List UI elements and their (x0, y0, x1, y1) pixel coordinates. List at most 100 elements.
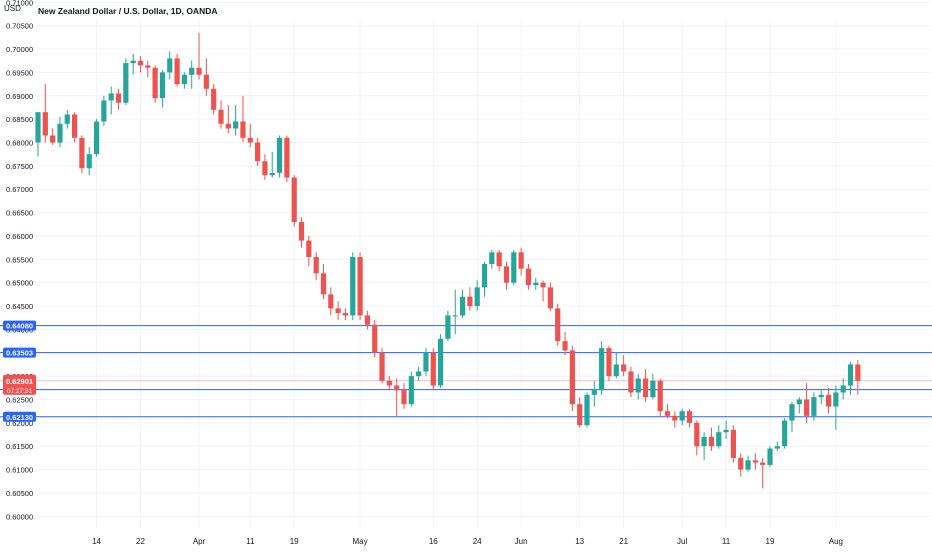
candle (789, 401, 795, 433)
candle-body (672, 415, 678, 421)
candle-body (247, 137, 253, 143)
level-badge-bg (3, 320, 36, 331)
candle (152, 65, 158, 103)
candle-body (525, 268, 532, 286)
x-tick-label: 24 (473, 537, 482, 546)
candle-body (804, 399, 810, 416)
level-badge: 0.64080 (3, 320, 36, 331)
y-tick-label: 0.60000 (6, 512, 33, 521)
candle-body (123, 63, 129, 103)
candle-body (503, 266, 510, 283)
candle-body (225, 123, 231, 129)
candle (723, 420, 729, 440)
candle-body (752, 460, 758, 463)
candle-body (298, 221, 305, 241)
x-tick-label: 14 (92, 537, 101, 546)
level-badge: 0.62130 (3, 411, 36, 422)
candle (115, 88, 122, 110)
candle-body (174, 58, 180, 85)
candle-body (203, 74, 209, 89)
chart-title: New Zealand Dollar / U.S. Dollar, 1D, OA… (38, 6, 218, 16)
candle (203, 58, 209, 96)
candle-body (760, 462, 766, 465)
candle-body (569, 350, 575, 405)
candle-body (269, 172, 275, 176)
candle-body (730, 429, 736, 458)
candle (562, 331, 568, 356)
candle-body (657, 380, 663, 412)
y-tick-label: 0.69500 (6, 68, 33, 77)
candle-body (42, 112, 48, 136)
candle-body (599, 348, 605, 391)
y-tick-label: 0.62000 (6, 419, 33, 428)
candle (35, 112, 41, 157)
candle-body (767, 448, 773, 465)
candle-body (357, 256, 363, 316)
candle-body (825, 394, 832, 407)
candle (423, 348, 429, 377)
candle-body (811, 397, 817, 416)
y-tick-label: 0.60500 (6, 489, 33, 498)
candle-body (181, 74, 187, 85)
candle (628, 366, 634, 398)
y-tick-label: 0.68500 (6, 115, 33, 124)
candle-body (233, 121, 239, 129)
candle (372, 320, 378, 358)
candle (650, 373, 656, 400)
x-tick-label: Aug (829, 537, 843, 546)
candle (218, 100, 224, 129)
candle-body (577, 404, 583, 426)
candle-body (86, 154, 92, 169)
candle-body (394, 385, 400, 391)
candle-body (167, 58, 173, 73)
candle (342, 308, 349, 321)
candle-body (364, 315, 370, 325)
candles (35, 32, 861, 489)
candle (306, 235, 312, 267)
candle-body (379, 352, 385, 381)
candle (584, 392, 590, 428)
candle (782, 418, 788, 449)
candle-body (101, 100, 107, 122)
candle (93, 119, 100, 157)
candle-body (474, 287, 480, 307)
candle (225, 105, 231, 134)
candle-body (774, 446, 780, 449)
x-tick-label: 11 (246, 537, 255, 546)
current-price-badge-bg (3, 374, 36, 395)
candle (167, 51, 173, 80)
time-axis[interactable]: 14 22 Apr 11 19 May 16 24 Jun 13 21 Jul 11 19 Aug (92, 537, 843, 546)
candle-body (57, 123, 63, 143)
candle (189, 60, 195, 89)
candle-body (782, 420, 788, 447)
candle (42, 84, 48, 143)
level-badge: 0.63503 (3, 347, 36, 358)
candle (774, 441, 780, 451)
candle-body (855, 364, 861, 381)
candle-body (93, 121, 100, 155)
level-badge-text: 0.64080 (6, 322, 33, 331)
y-tick-label: 0.64500 (6, 302, 33, 311)
candle-body (562, 341, 568, 351)
candle (855, 359, 861, 395)
candle-body (276, 137, 283, 173)
candle-body (320, 273, 327, 295)
y-tick-label: 0.67000 (6, 185, 33, 194)
candle-body (240, 121, 246, 138)
candle-body (738, 457, 744, 470)
current-price-value: 0.62901 (6, 377, 33, 386)
candle (767, 446, 773, 468)
candle (350, 252, 356, 321)
x-tick-label: 19 (290, 537, 299, 546)
x-tick-label: May (353, 537, 368, 546)
candle (79, 135, 85, 173)
candle (738, 453, 744, 477)
y-tick-label: 0.71000 (6, 0, 33, 7)
candle (233, 105, 239, 136)
candle-body (621, 364, 627, 372)
candle-body (789, 404, 795, 421)
candle-body (438, 338, 444, 386)
candle-body (262, 161, 268, 176)
